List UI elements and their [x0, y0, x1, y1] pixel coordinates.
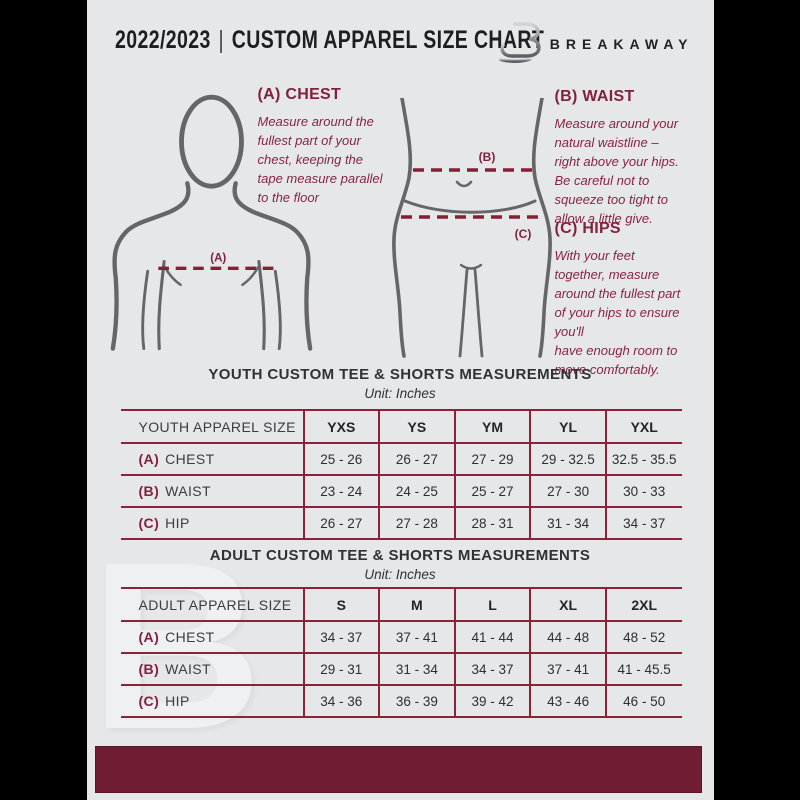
- table-row: (C) HIP 26 - 27 27 - 28 28 - 31 31 - 34 3…: [120, 507, 682, 539]
- adult-size-table: ADULT APPAREL SIZE S M L XL 2XL (A) CHEST…: [120, 587, 682, 718]
- cell: 43 - 46: [529, 685, 606, 717]
- adult-hip-label: (C) HIP: [138, 693, 190, 709]
- hips-heading: (C) HIPS: [554, 220, 621, 237]
- table-row: (A) CHEST 34 - 37 37 - 41 41 - 44 44 - 48…: [120, 621, 682, 653]
- waist-heading: (B) WAIST: [554, 88, 635, 105]
- adult-size-2xl: 2XL: [604, 588, 682, 621]
- cell: 26 - 27: [302, 507, 380, 539]
- hips-instruction-text: With your feet together, measure around …: [554, 248, 681, 377]
- cell: 34 - 37: [302, 621, 380, 653]
- brand-name: BREAKAWAY: [549, 35, 694, 52]
- youth-size-header: YOUTH APPAREL SIZE: [138, 418, 296, 435]
- figure-hips-label: (C): [514, 227, 531, 241]
- season-label: 2022/2023: [114, 26, 211, 54]
- upper-body-figure: (A): [109, 84, 314, 361]
- chest-instruction-text: Measure around the fullest part of your …: [257, 114, 383, 205]
- youth-size-table: YOUTH APPAREL SIZE YXS YS YM YL YXL (A) C…: [120, 409, 682, 540]
- table-row: (B) WAIST 23 - 24 24 - 25 25 - 27 27 - 30…: [120, 475, 682, 507]
- youth-size-ym: YM: [453, 410, 531, 443]
- youth-hip-label: (C) HIP: [138, 515, 190, 531]
- cell: 23 - 24: [302, 475, 380, 507]
- youth-size-yxl: YXL: [604, 410, 682, 443]
- youth-header-row: YOUTH APPAREL SIZE YXS YS YM YL YXL: [120, 410, 682, 443]
- cell: 30 - 33: [604, 475, 682, 507]
- waist-instruction: (B) WAIST Measure around your natural wa…: [555, 88, 714, 228]
- breakaway-b-logo-icon: [499, 18, 541, 69]
- cell: 28 - 31: [453, 507, 531, 539]
- cell: 44 - 48: [529, 621, 606, 653]
- cell: 41 - 44: [453, 621, 531, 653]
- cell: 46 - 50: [604, 685, 682, 717]
- cell: 26 - 27: [378, 443, 455, 475]
- waist-instruction-text: Measure around your natural waistline – …: [554, 116, 679, 226]
- footer-bar: [94, 746, 702, 793]
- adult-chest-label: (A) CHEST: [138, 629, 215, 645]
- cell: 29 - 31: [302, 653, 380, 685]
- cell: 37 - 41: [378, 621, 455, 653]
- adult-waist-label: (B) WAIST: [138, 661, 211, 677]
- youth-size-ys: YS: [378, 410, 455, 443]
- cell: 32.5 - 35.5: [604, 443, 682, 475]
- youth-section-title: YOUTH CUSTOM TEE & SHORTS MEASUREMENTS: [208, 366, 592, 383]
- youth-chest-label: (A) CHEST: [138, 451, 215, 467]
- cell: 34 - 37: [604, 507, 682, 539]
- lower-body-figure: (B) (C): [387, 96, 557, 363]
- table-row: (B) WAIST 29 - 31 31 - 34 34 - 37 37 - 41…: [120, 653, 682, 685]
- cell: 29 - 32.5: [529, 443, 606, 475]
- cell: 24 - 25: [378, 475, 455, 507]
- cell: 41 - 45.5: [604, 653, 682, 685]
- adult-size-l: L: [453, 588, 531, 621]
- youth-unit-label: Unit: Inches: [364, 386, 436, 401]
- figure-chest-label: (A): [210, 252, 226, 265]
- cell: 31 - 34: [529, 507, 606, 539]
- page-title: 2022/2023 | CUSTOM APPAREL SIZE CHART: [115, 26, 544, 55]
- table-row: (C) HIP 34 - 36 36 - 39 39 - 42 43 - 46 4…: [120, 685, 682, 717]
- adult-size-xl: XL: [529, 588, 606, 621]
- figure-waist-label: (B): [478, 150, 495, 164]
- cell: 27 - 28: [378, 507, 455, 539]
- adult-size-header: ADULT APPAREL SIZE: [138, 596, 292, 613]
- adult-header-row: ADULT APPAREL SIZE S M L XL 2XL: [120, 588, 682, 621]
- cell: 25 - 26: [302, 443, 380, 475]
- chart-title: CUSTOM APPAREL SIZE CHART: [231, 26, 544, 54]
- chest-heading: (A) CHEST: [257, 86, 342, 103]
- hips-instruction: (C) HIPS With your feet together, measur…: [555, 220, 714, 379]
- cell: 25 - 27: [453, 475, 531, 507]
- title-divider: |: [217, 26, 224, 54]
- cell: 39 - 42: [453, 685, 531, 717]
- youth-waist-label: (B) WAIST: [138, 483, 211, 499]
- brand-block: BREAKAWAY: [499, 18, 694, 69]
- chest-instruction: (A) CHEST Measure around the fullest par…: [258, 86, 416, 207]
- cell: 34 - 37: [453, 653, 531, 685]
- cell: 48 - 52: [604, 621, 682, 653]
- cell: 31 - 34: [378, 653, 455, 685]
- cell: 27 - 29: [453, 443, 531, 475]
- adult-unit-label: Unit: Inches: [364, 567, 436, 582]
- cell: 37 - 41: [529, 653, 606, 685]
- cell: 36 - 39: [378, 685, 455, 717]
- youth-size-yxs: YXS: [302, 410, 380, 443]
- youth-size-yl: YL: [529, 410, 606, 443]
- size-chart-page: B 2022/2023 | CUSTOM APPAREL SIZE CHART: [86, 0, 714, 800]
- adult-section-title: ADULT CUSTOM TEE & SHORTS MEASUREMENTS: [209, 547, 591, 564]
- cell: 27 - 30: [529, 475, 606, 507]
- adult-size-m: M: [378, 588, 455, 621]
- adult-size-s: S: [302, 588, 380, 621]
- table-row: (A) CHEST 25 - 26 26 - 27 27 - 29 29 - 32…: [120, 443, 682, 475]
- cell: 34 - 36: [302, 685, 380, 717]
